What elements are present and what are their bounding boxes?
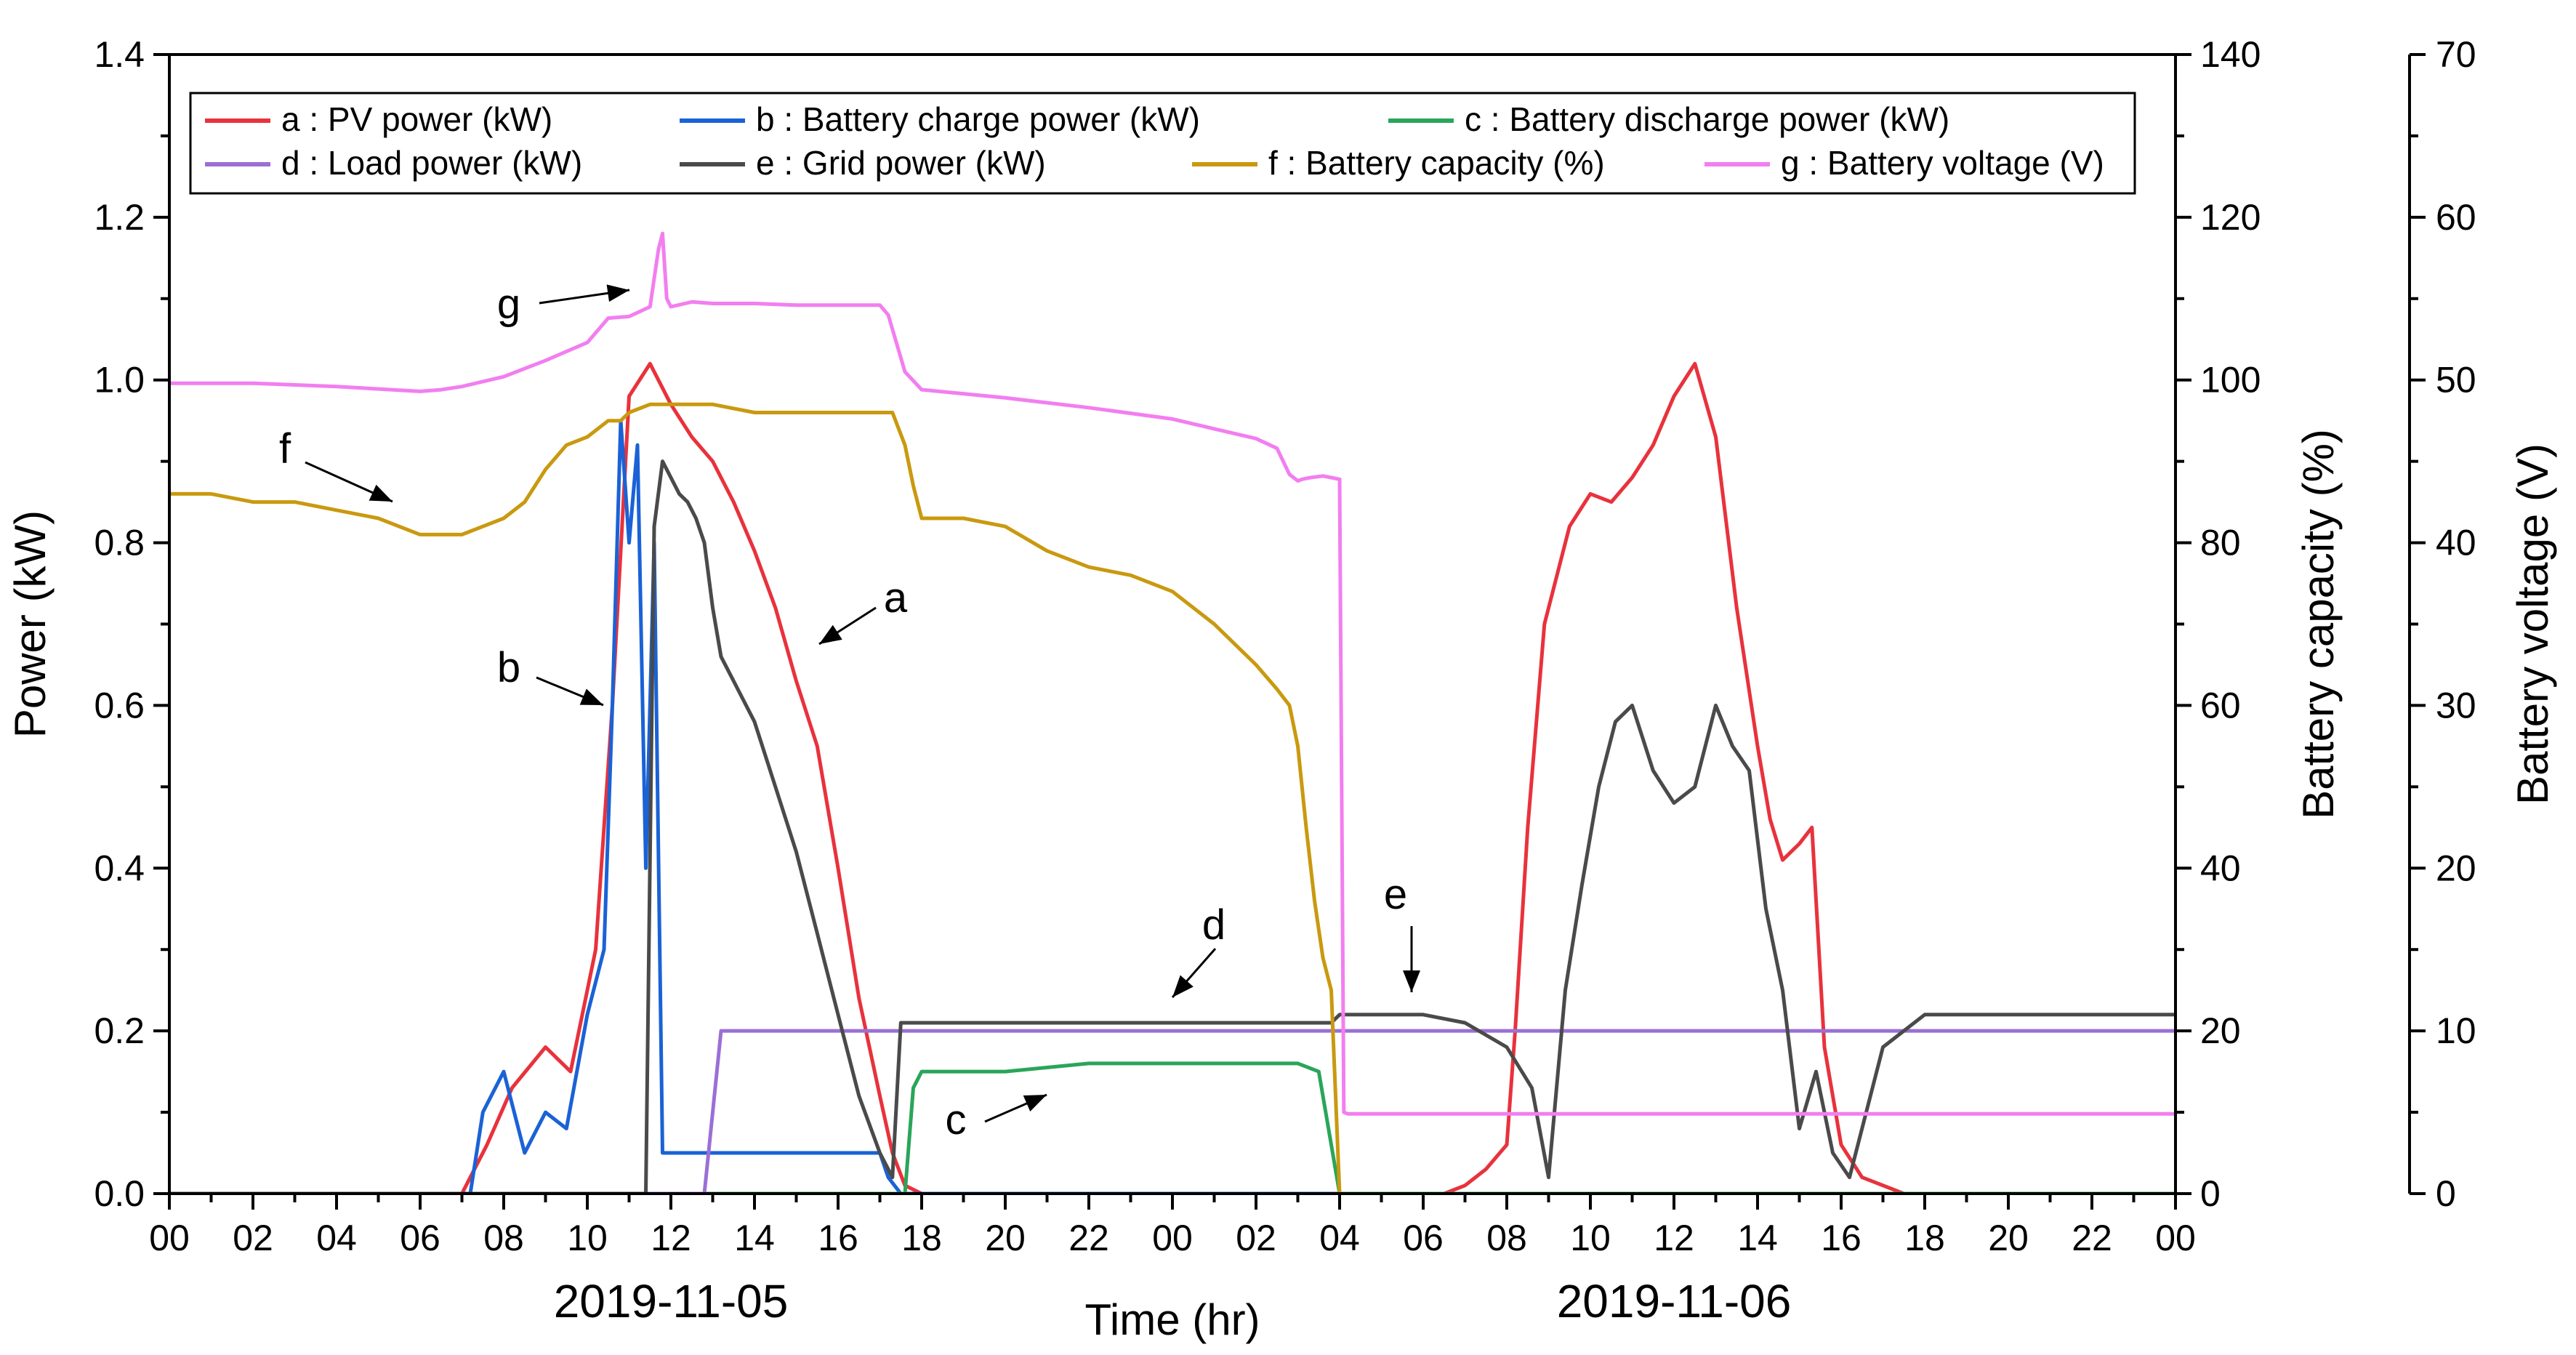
legend-label-d: d : Load power (kW): [281, 144, 582, 182]
callout-arrow-a-head: [819, 624, 842, 644]
x-tick-label: 10: [567, 1218, 608, 1258]
series-line-b: [169, 419, 2175, 1194]
y-axis-label: Power (kW): [6, 510, 55, 738]
series-line-g: [169, 231, 2175, 1116]
callout-arrow-e-head: [1403, 970, 1420, 992]
callout-arrow-g-head: [606, 284, 629, 302]
x-tick-label: 00: [149, 1218, 190, 1258]
x-tick-label: 02: [233, 1218, 273, 1258]
callout-label-f: f: [279, 425, 291, 473]
x-tick-label: 04: [1319, 1218, 1360, 1258]
x-tick-label: 16: [1821, 1218, 1861, 1258]
y-tick-label: 1.2: [94, 197, 145, 238]
x-tick-label: 12: [1654, 1218, 1694, 1258]
legend-label-b: b : Battery charge power (kW): [756, 100, 1200, 138]
series-line-f: [169, 402, 1342, 1194]
y2-tick-label: 60: [2200, 685, 2241, 725]
x-tick-label: 08: [483, 1218, 524, 1258]
x-tick-label: 16: [818, 1218, 858, 1258]
y-tick-label: 1.4: [94, 34, 145, 75]
x-tick-label: 14: [1737, 1218, 1778, 1258]
callout-label-c: c: [946, 1096, 967, 1143]
y3-tick-label: 0: [2436, 1173, 2456, 1214]
x-tick-label: 06: [1403, 1218, 1444, 1258]
x-tick-label: 00: [2155, 1218, 2196, 1258]
y3-tick-label: 30: [2436, 685, 2476, 725]
series-line-e: [169, 459, 2175, 1194]
y-tick-label: 0.2: [94, 1010, 145, 1051]
legend-label-e: e : Grid power (kW): [756, 144, 1046, 182]
x-tick-label: 02: [1236, 1218, 1276, 1258]
x-tick-label: 12: [651, 1218, 691, 1258]
y2-axis-label: Battery capacity (%): [2294, 429, 2343, 819]
legend-label-a: a : PV power (kW): [281, 100, 552, 138]
y2-tick-label: 0: [2200, 1173, 2221, 1214]
legend-label-f: f : Battery capacity (%): [1268, 144, 1605, 182]
callout-label-g: g: [497, 281, 520, 328]
x-tick-label: 20: [985, 1218, 1026, 1258]
x-tick-label: 06: [400, 1218, 440, 1258]
callout-label-d: d: [1202, 901, 1225, 949]
y-tick-label: 1.0: [94, 360, 145, 401]
series-line-a: [169, 361, 2175, 1194]
y2-tick-label: 40: [2200, 848, 2241, 888]
legend-box: [189, 92, 2136, 195]
y2-tick-label: 80: [2200, 523, 2241, 563]
x-tick-label: 10: [1570, 1218, 1611, 1258]
callout-arrow-b-head: [579, 688, 603, 705]
x-tick-label: 14: [734, 1218, 775, 1258]
x-tick-label: 04: [316, 1218, 357, 1258]
x-tick-label: 20: [1988, 1218, 2029, 1258]
y3-tick-label: 40: [2436, 523, 2476, 563]
y-tick-label: 0.8: [94, 523, 145, 563]
callout-arrow-d-head: [1172, 975, 1194, 997]
x-tick-label: 18: [901, 1218, 942, 1258]
callout-arrow-c-head: [1023, 1095, 1047, 1111]
callout-label-a: a: [884, 574, 908, 622]
x-tick-label: 22: [1068, 1218, 1109, 1258]
annotations: a b c d e f g: [279, 281, 1420, 1143]
legend-label-c: c : Battery discharge power (kW): [1465, 100, 1949, 138]
y2-tick-label: 100: [2200, 360, 2261, 401]
legend-label-g: g : Battery voltage (V): [1781, 144, 2104, 182]
y-tick-label: 0.4: [94, 848, 145, 888]
legend: a : PV power (kW) b : Battery charge powe…: [189, 92, 2136, 195]
y3-axis-label: Battery voltage (V): [2508, 443, 2557, 805]
series-line-d: [169, 1029, 2175, 1194]
series-line-c: [169, 1061, 2175, 1194]
y2-tick-label: 20: [2200, 1010, 2241, 1051]
callout-label-b: b: [497, 644, 520, 691]
y3-tick-label: 70: [2436, 34, 2476, 75]
date-label-day2: 2019-11-06: [1557, 1275, 1792, 1327]
y-tick-label: 0.0: [94, 1173, 145, 1214]
y3-tick-label: 20: [2436, 848, 2476, 888]
y3-tick-label: 10: [2436, 1010, 2476, 1051]
callout-arrow-f-head: [369, 484, 393, 502]
x-axis-label: Time (hr): [1084, 1295, 1260, 1344]
date-label-day1: 2019-11-05: [554, 1275, 789, 1327]
x-tick-label: 18: [1904, 1218, 1945, 1258]
x-tick-label: 22: [2072, 1218, 2112, 1258]
y2-tick-label: 140: [2200, 34, 2261, 75]
callout-label-e: e: [1384, 871, 1407, 918]
x-tick-label: 00: [1152, 1218, 1193, 1258]
y3-tick-label: 60: [2436, 197, 2476, 238]
y-tick-label: 0.6: [94, 685, 145, 725]
x-tick-label: 08: [1486, 1218, 1527, 1258]
series-layer: [169, 231, 2175, 1194]
y3-tick-label: 50: [2436, 360, 2476, 401]
y2-tick-label: 120: [2200, 197, 2261, 238]
